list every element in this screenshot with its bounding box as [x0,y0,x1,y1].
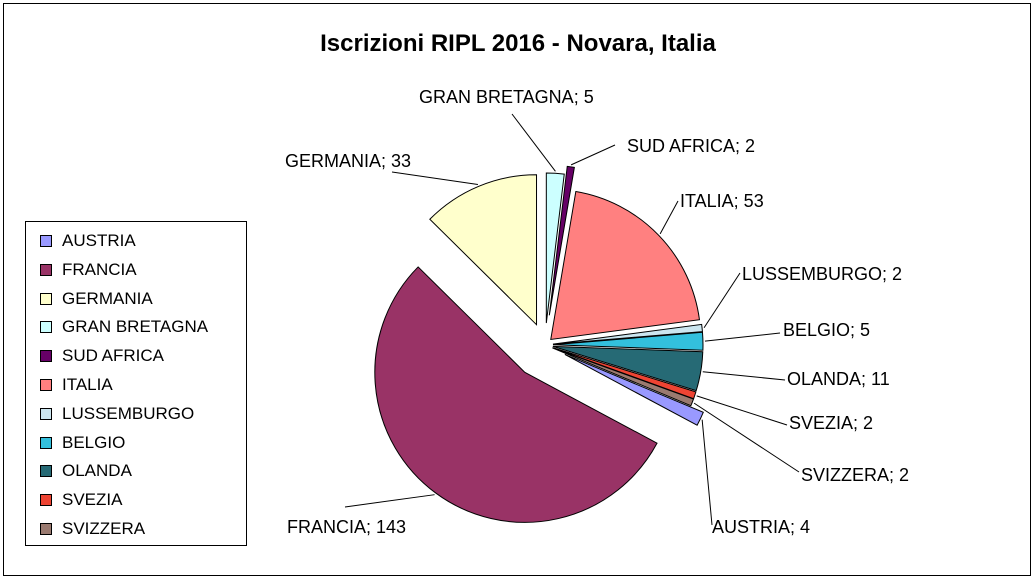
legend-swatch [40,263,52,276]
data-label-germania: GERMANIA; 33 [285,151,411,171]
legend-swatch [40,292,52,305]
legend-item-olanda: OLANDA [40,458,132,484]
data-label-olanda: OLANDA; 11 [787,369,890,389]
pie-slice-francia [374,266,658,523]
leader-line-gran-bretagna [511,113,556,172]
data-label-svizzera: SVIZZERA; 2 [801,465,909,485]
leader-line-francia [344,494,435,508]
legend-label: SVIZZERA [62,519,146,538]
legend-label: OLANDA [62,461,132,481]
legend-swatch [40,523,52,535]
data-label-sud-africa: SUD AFRICA; 2 [627,136,755,156]
leader-line-austria [701,419,713,526]
legend-item-italia: ITALIA [40,372,113,398]
data-label-gran-bretagna: GRAN BRETAGNA; 5 [419,87,594,107]
legend-swatch [40,494,52,507]
legend-label: GRAN BRETAGNA [62,317,209,337]
pie-slice-germania [429,174,538,326]
legend-label: ITALIA [62,375,113,394]
legend-label: AUSTRIA [62,231,136,250]
chart-title: Iscrizioni RIPL 2016 - Novara, Italia [320,30,716,57]
pie-slice-svizzera [552,347,695,407]
pie-slice-italia [550,190,701,341]
legend-swatch [40,407,52,420]
legend-label: BELGIO [62,432,126,452]
legend-item-sud-africa: SUD AFRICA [40,343,164,369]
leader-line-belgio [704,332,781,342]
pie-slice-sud-africa [548,165,575,316]
leader-line-olanda [702,371,786,381]
legend-item-lussemburgo: LUSSEMBURGO [40,401,194,427]
legend-item-gran-bretagna: GRAN BRETAGNA [40,314,208,340]
legend: AUSTRIA FRANCIA GERMANIA GRAN BRETAGNA SUD A… [25,221,247,546]
leader-line-sud-africa [570,144,616,166]
legend-item-germania: GERMANIA [40,286,153,312]
leader-line-svezia [696,395,788,426]
legend-item-belgio: BELGIO [40,430,125,456]
data-label-svezia: SVEZIA; 2 [789,413,873,433]
legend-swatch [40,350,52,363]
legend-swatch [40,379,52,391]
pie-slice-gran-bretagna [545,172,565,324]
legend-item-svezia: SVEZIA [40,487,122,513]
legend-item-austria: AUSTRIA [40,228,136,254]
legend-swatch [40,235,52,247]
data-label-belgio: BELGIO; 5 [783,320,870,340]
legend-item-svizzera: SVIZZERA [40,516,145,542]
leader-line-svizzera [693,402,800,473]
legend-swatch [40,436,52,449]
legend-label: LUSSEMBURGO [62,403,195,423]
legend-label: GERMANIA [62,288,153,308]
pie-slice-belgio [552,331,704,351]
pie-slice-austria [564,353,704,426]
legend-label: SVEZIA [62,490,123,510]
legend-label: FRANCIA [62,259,137,279]
leader-line-lussemburgo [703,272,741,329]
data-label-lussemburgo: LUSSEMBURGO; 2 [742,264,902,284]
data-label-austria: AUSTRIA; 4 [712,517,810,537]
data-label-italia: ITALIA; 53 [680,191,764,211]
legend-swatch [40,465,52,478]
leader-line-germania [391,171,479,185]
data-label-francia: FRANCIA; 143 [287,517,406,537]
legend-item-francia: FRANCIA [40,257,137,283]
legend-label: SUD AFRICA [62,346,165,366]
legend-swatch [40,321,52,334]
pie-slice-olanda [552,345,704,392]
pie-slice-lussemburgo [552,323,703,345]
leader-line-italia [659,200,679,235]
